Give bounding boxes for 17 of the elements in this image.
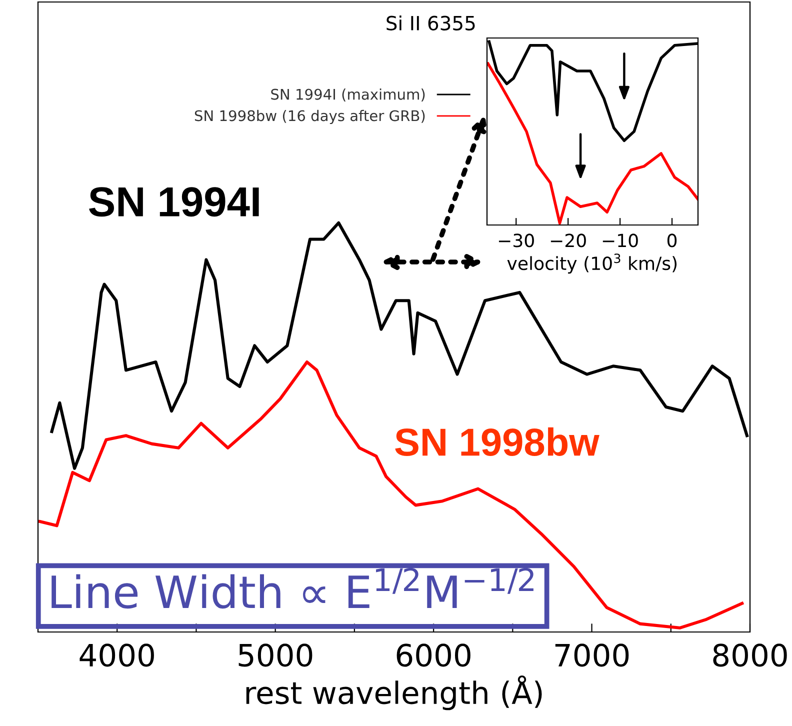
x-tick-label: −30 [498, 234, 534, 248]
x-tick-label: 5000 [238, 644, 312, 667]
x-tick-label: −10 [602, 234, 638, 248]
x-tick-label: 8000 [713, 644, 787, 667]
series-label: SN 1998bw [395, 427, 600, 456]
chart-title: Si II 6355 [386, 15, 475, 30]
x-tick-label: 6000 [396, 644, 470, 667]
x-tick-label: 7000 [555, 644, 629, 667]
legend-label: SN 1994I (maximum) [271, 88, 425, 102]
series-label: SN 1994I [89, 187, 259, 217]
x-axis-title: velocity (10$^{3}$ km/s) [507, 254, 677, 274]
x-tick-label: 4000 [80, 644, 154, 667]
x-axis-title: rest wavelength (Å) [246, 675, 542, 710]
annotation: Line Width ∝ E$^{1/2}$M$^{−1/2}$ [52, 568, 534, 609]
x-tick-label: 0 [667, 234, 677, 248]
x-tick-label: −20 [550, 234, 586, 248]
legend-label: SN 1998bw (16 days after GRB) [194, 110, 425, 124]
